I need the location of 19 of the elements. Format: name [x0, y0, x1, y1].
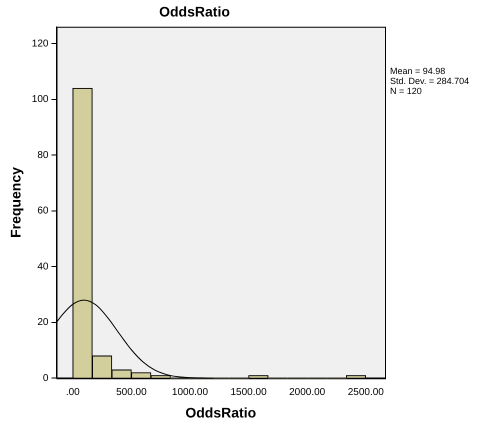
- x-tick-label: .00: [66, 386, 80, 398]
- text: Mean = 94.98: [390, 66, 446, 76]
- y-axis-title: Frequency: [7, 166, 24, 238]
- y-tick-label: 120: [32, 38, 49, 50]
- y-tick-label: 0: [42, 372, 49, 384]
- text: N = 120: [390, 86, 422, 96]
- x-tick-label: 1500.00: [230, 386, 268, 398]
- x-axis-title: OddsRatio: [185, 404, 256, 420]
- y-tick-label: 80: [37, 150, 49, 161]
- y-tick-label: 40: [37, 261, 49, 272]
- y-tick-label: 20: [37, 317, 49, 328]
- y-tick-label: 60: [37, 206, 49, 217]
- y-tick-label: 100: [32, 94, 49, 106]
- x-tick-label: 2000.00: [289, 386, 326, 398]
- chart-title: OddsRatio: [159, 3, 230, 20]
- text: Std. Dev. = 284.704: [390, 76, 470, 86]
- x-tick-label: 2500.00: [348, 386, 384, 398]
- x-tick-label: 1000.00: [172, 386, 208, 398]
- x-tick-label: 500.00: [116, 386, 148, 398]
